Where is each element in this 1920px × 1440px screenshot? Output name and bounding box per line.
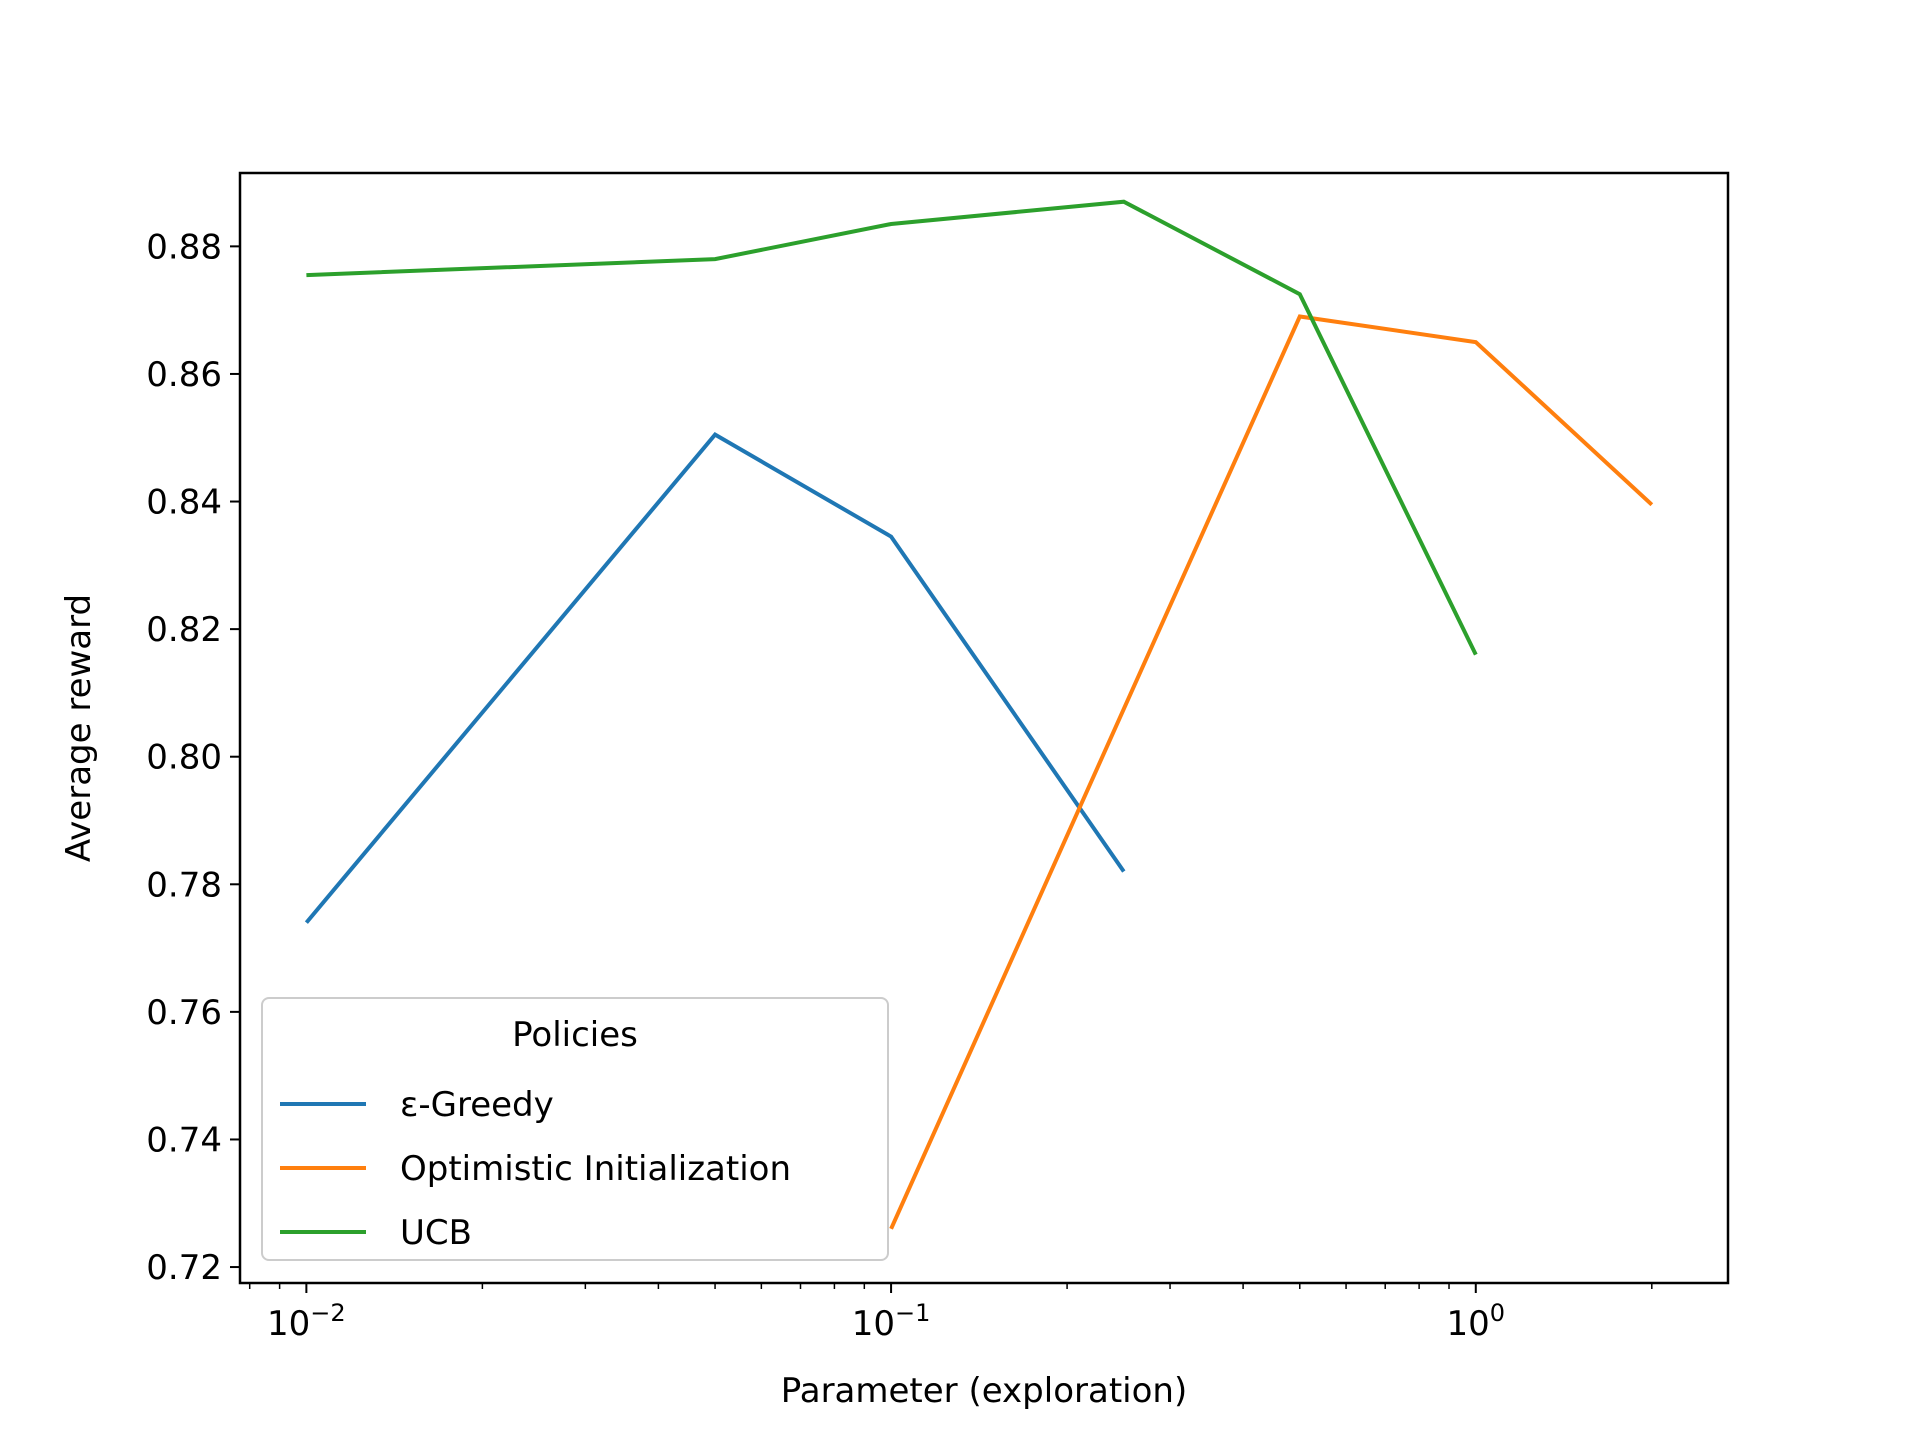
y-axis-label: Average reward — [59, 594, 99, 862]
legend-title: Policies — [512, 1015, 638, 1055]
legend-label-2: UCB — [400, 1213, 472, 1253]
legend-entries: ε-Greedy Optimistic Initialization UCB — [280, 1085, 791, 1253]
series-line-2 — [306, 199, 1478, 656]
x-tick-label: 10−1 — [852, 1299, 931, 1344]
y-axis: 0.72 0.74 0.76 0.78 0.80 0.82 0.84 0.86 0.88 — [146, 227, 240, 1288]
series-line-0 — [304, 432, 1126, 924]
x-tick-label: 100 — [1447, 1299, 1506, 1344]
series-line-1 — [889, 314, 1654, 1230]
y-tick-label: 0.78 — [146, 865, 222, 905]
legend-label-0: ε-Greedy — [400, 1085, 554, 1125]
y-tick-label: 0.88 — [146, 227, 222, 267]
legend-label-1: Optimistic Initialization — [400, 1149, 791, 1189]
y-tick-label: 0.74 — [146, 1120, 222, 1160]
x-axis: 10−2 10−1 100 — [248, 1283, 1653, 1344]
y-tick-label: 0.82 — [146, 610, 222, 650]
legend: Policies ε-Greedy Optimistic Initializati… — [261, 997, 889, 1261]
y-tick-label: 0.86 — [146, 355, 222, 395]
y-tick-label: 0.80 — [146, 738, 222, 778]
x-axis-label: Parameter (exploration) — [781, 1371, 1187, 1411]
y-tick-label: 0.72 — [146, 1248, 222, 1288]
series-layer — [304, 199, 1654, 1230]
plot-frame — [238, 171, 1730, 1285]
legend-box — [261, 997, 889, 1261]
x-tick-label: 10−2 — [267, 1299, 346, 1344]
y-tick-label: 0.76 — [146, 993, 222, 1033]
y-tick-label: 0.84 — [146, 483, 222, 523]
